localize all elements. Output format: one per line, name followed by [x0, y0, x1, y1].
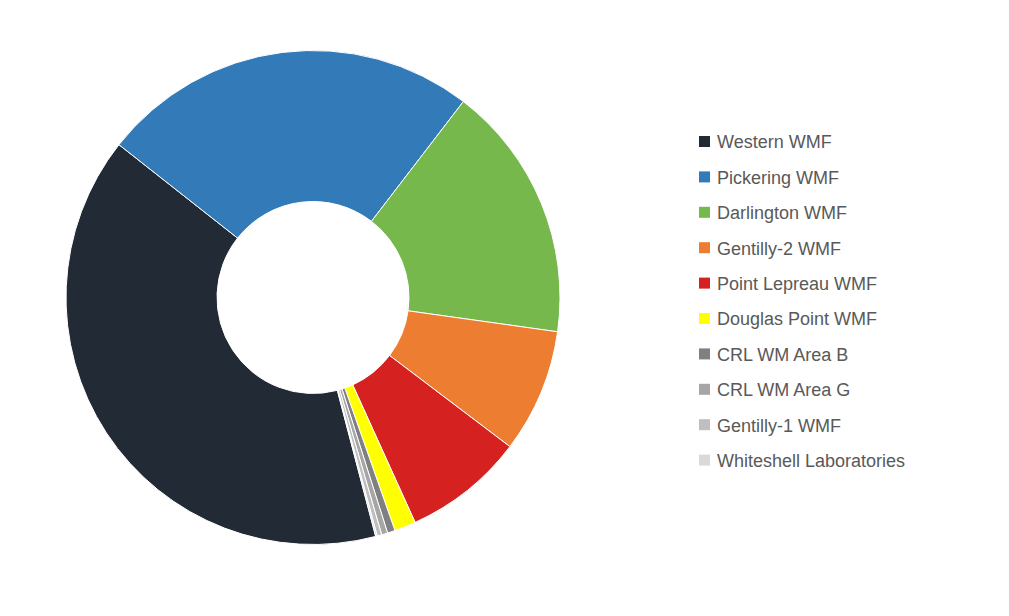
legend-swatch: [699, 278, 710, 289]
legend-swatch: [699, 136, 710, 147]
legend-item: Pickering WMF: [699, 168, 839, 188]
slice: [337, 390, 377, 536]
legend-item: Darlington WMF: [699, 203, 847, 223]
legend-item: Gentilly-1 WMF: [699, 416, 841, 436]
slice: [371, 102, 560, 332]
legend-swatch: [699, 207, 710, 218]
legend-item: CRL WM Area G: [699, 380, 850, 400]
slices: [66, 51, 560, 545]
legend-label: Gentilly-2 WMF: [717, 239, 841, 259]
legend-label: CRL WM Area G: [717, 380, 850, 400]
legend-swatch: [699, 419, 710, 430]
legend-label: Darlington WMF: [717, 203, 847, 223]
legend-swatch: [699, 348, 710, 359]
legend-item: Whiteshell Laboratories: [699, 451, 905, 471]
legend-item: Western WMF: [699, 132, 832, 152]
legend-swatch: [699, 171, 710, 182]
legend-item: Douglas Point WMF: [699, 309, 877, 329]
legend-swatch: [699, 455, 710, 466]
legend-label: Pickering WMF: [717, 168, 839, 188]
slice: [342, 388, 395, 533]
legend-label: Western WMF: [717, 132, 832, 152]
legend: Western WMF Pickering WMF Darlington WMF Ge…: [699, 132, 905, 471]
legend-label: Point Lepreau WMF: [717, 274, 877, 294]
legend-item: Point Lepreau WMF: [699, 274, 877, 294]
legend-item: Gentilly-2 WMF: [699, 239, 841, 259]
chart: Western WMF Pickering WMF Darlington WMF Ge…: [0, 0, 1009, 616]
legend-label: CRL WM Area B: [717, 345, 848, 365]
legend-label: Gentilly-1 WMF: [717, 416, 841, 436]
legend-label: Douglas Point WMF: [717, 309, 877, 329]
legend-swatch: [699, 384, 710, 395]
slice: [338, 390, 382, 536]
legend-label: Whiteshell Laboratories: [717, 451, 905, 471]
legend-swatch: [699, 313, 710, 324]
slice: [340, 389, 388, 535]
legend-item: CRL WM Area B: [699, 345, 848, 365]
legend-swatch: [699, 242, 710, 253]
